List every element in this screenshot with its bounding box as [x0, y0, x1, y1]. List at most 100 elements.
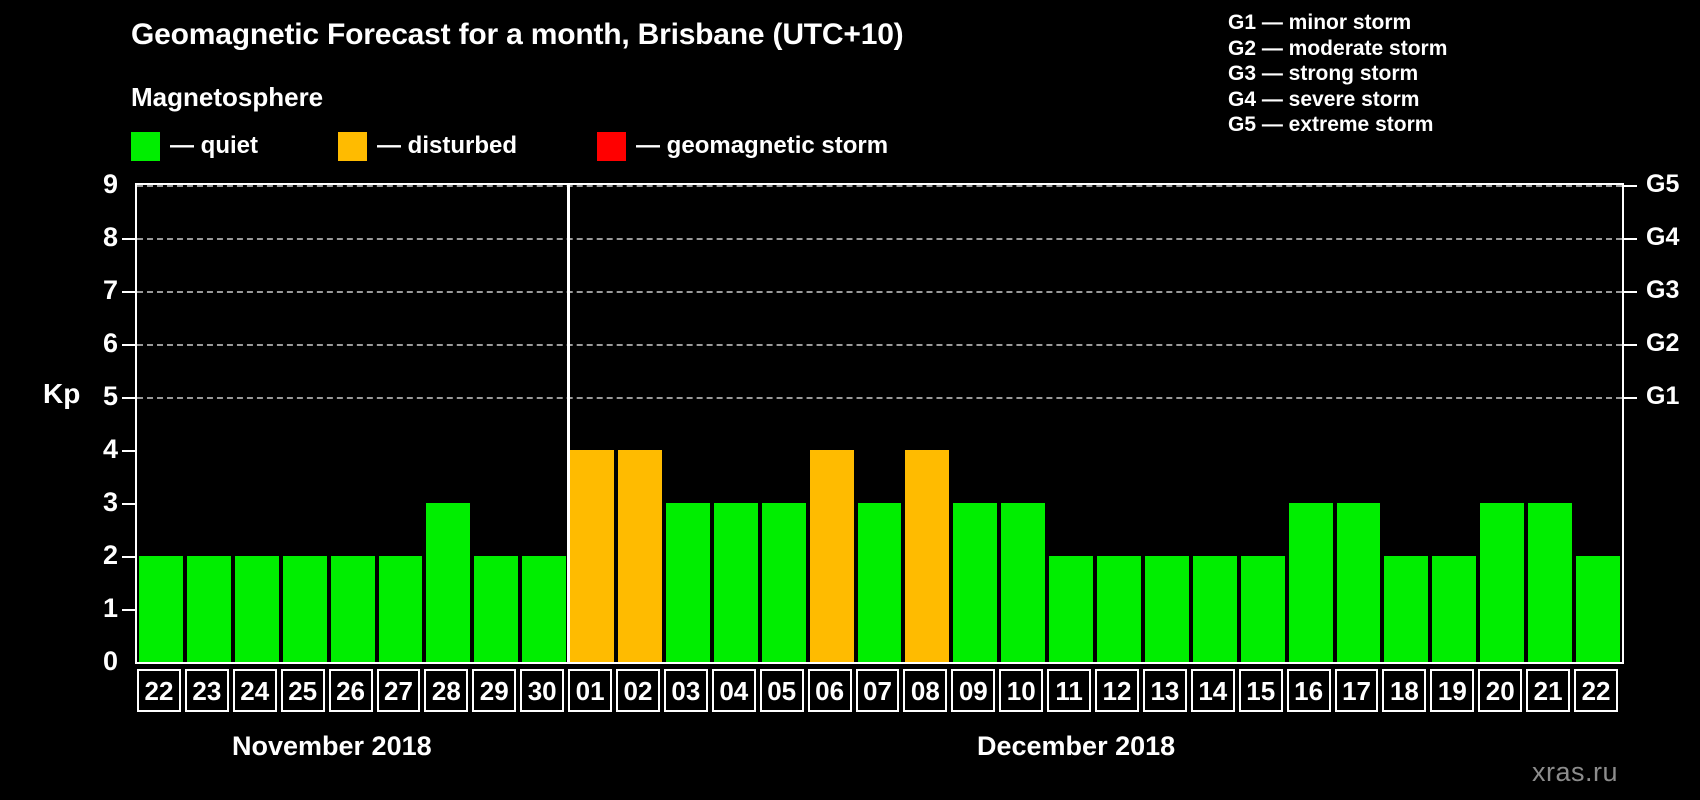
bar-day-18[interactable] — [1384, 556, 1429, 662]
y-tick-label-3: 3 — [102, 487, 118, 517]
bar-day-09[interactable] — [953, 503, 998, 662]
day-label-17[interactable]: 09 — [951, 669, 996, 712]
day-label-2[interactable]: 24 — [232, 669, 277, 712]
g-tick-label-G2: G2 — [1646, 329, 1680, 357]
bar-day-07[interactable] — [857, 503, 902, 662]
legend-swatch-storm-icon — [597, 131, 627, 161]
day-label-4[interactable]: 26 — [328, 669, 373, 712]
day-label-3[interactable]: 25 — [280, 669, 325, 712]
month-caption-1: December 2018 — [977, 731, 1176, 761]
bar-day-03[interactable] — [665, 503, 710, 662]
legend-swatch-quiet-icon — [131, 131, 160, 161]
bar-day-13[interactable] — [1144, 556, 1189, 662]
bar-day-30[interactable] — [522, 556, 567, 662]
bar-day-17[interactable] — [1336, 503, 1381, 662]
y-tick-label-2: 2 — [102, 540, 118, 570]
day-label-29[interactable]: 21 — [1526, 669, 1571, 712]
bar-day-04[interactable] — [713, 503, 758, 662]
y-tick-mark-8 — [122, 238, 135, 240]
day-label-28[interactable]: 20 — [1478, 669, 1523, 712]
y-tick-label-7: 7 — [102, 275, 118, 305]
day-label-15[interactable]: 07 — [855, 669, 900, 712]
g-scale-legend-line-2: G2 — moderate storm — [1228, 36, 1448, 60]
gridline-kp-9 — [137, 185, 1622, 187]
day-label-26[interactable]: 18 — [1382, 669, 1427, 712]
gridline-kp-7 — [137, 291, 1622, 293]
legend-item-disturbed: — disturbed — [338, 131, 518, 161]
bar-day-19[interactable] — [1432, 556, 1477, 662]
bar-day-14[interactable] — [1192, 556, 1237, 662]
g-scale-legend: G1 — minor storm G2 — moderate storm G3 — … — [1228, 10, 1447, 138]
month-divider — [566, 185, 570, 662]
gridline-kp-5 — [137, 397, 1622, 399]
bar-day-22[interactable] — [139, 556, 183, 662]
bar-day-20[interactable] — [1480, 503, 1525, 662]
day-label-23[interactable]: 15 — [1238, 669, 1283, 712]
day-label-9[interactable]: 01 — [568, 669, 613, 712]
legend-label-quiet: — quiet — [170, 132, 258, 159]
bar-day-15[interactable] — [1240, 556, 1285, 662]
month-caption-0: November 2018 — [232, 731, 432, 761]
bar-day-22[interactable] — [1576, 556, 1620, 662]
day-label-24[interactable]: 16 — [1286, 669, 1331, 712]
day-label-22[interactable]: 14 — [1190, 669, 1235, 712]
legend-label-disturbed: — disturbed — [377, 132, 518, 159]
g-tick-label-G4: G4 — [1646, 223, 1680, 251]
bar-day-26[interactable] — [330, 556, 375, 662]
g-tick-label-G3: G3 — [1646, 276, 1680, 304]
bar-day-27[interactable] — [378, 556, 423, 662]
y-tick-label-9: 9 — [102, 169, 118, 199]
bar-day-21[interactable] — [1528, 503, 1573, 662]
day-label-1[interactable]: 23 — [184, 669, 229, 712]
day-label-0[interactable]: 22 — [137, 669, 181, 712]
plot-area — [135, 183, 1624, 664]
day-label-25[interactable]: 17 — [1334, 669, 1379, 712]
bar-day-24[interactable] — [234, 556, 279, 662]
day-label-6[interactable]: 28 — [424, 669, 469, 712]
y-tick-label-0: 0 — [102, 646, 118, 676]
y-tick-label-6: 6 — [102, 328, 118, 358]
y-tick-mark-2 — [122, 556, 135, 558]
bar-day-16[interactable] — [1288, 503, 1333, 662]
day-label-16[interactable]: 08 — [903, 669, 948, 712]
bar-day-05[interactable] — [761, 503, 806, 662]
day-label-5[interactable]: 27 — [376, 669, 421, 712]
bar-day-23[interactable] — [186, 556, 231, 662]
day-label-20[interactable]: 12 — [1095, 669, 1139, 712]
gridline-kp-8 — [137, 238, 1622, 240]
day-label-19[interactable]: 11 — [1047, 669, 1092, 712]
day-label-8[interactable]: 30 — [520, 669, 565, 712]
bar-day-02[interactable] — [618, 450, 662, 662]
day-label-10[interactable]: 02 — [616, 669, 660, 712]
bar-day-01[interactable] — [570, 450, 615, 662]
legend-heading: Magnetosphere — [131, 82, 324, 112]
bar-day-11[interactable] — [1049, 556, 1094, 662]
y-tick-mark-5 — [122, 397, 135, 399]
legend-swatch-disturbed-icon — [338, 131, 367, 161]
day-label-18[interactable]: 10 — [999, 669, 1044, 712]
bar-day-12[interactable] — [1097, 556, 1141, 662]
bar-day-06[interactable] — [809, 450, 854, 662]
y-tick-mark-3 — [122, 503, 135, 505]
day-label-30[interactable]: 22 — [1574, 669, 1618, 712]
bar-day-29[interactable] — [474, 556, 519, 662]
day-label-7[interactable]: 29 — [472, 669, 517, 712]
day-label-21[interactable]: 13 — [1142, 669, 1187, 712]
y-tick-label-1: 1 — [102, 593, 118, 623]
day-label-12[interactable]: 04 — [711, 669, 756, 712]
day-label-14[interactable]: 06 — [807, 669, 852, 712]
g-tick-mark-G2 — [1624, 344, 1637, 346]
y-tick-mark-1 — [122, 609, 135, 611]
day-label-27[interactable]: 19 — [1430, 669, 1475, 712]
day-label-11[interactable]: 03 — [663, 669, 708, 712]
bar-day-10[interactable] — [1001, 503, 1046, 662]
g-scale-legend-line-5: G5 — extreme storm — [1228, 113, 1434, 136]
day-label-13[interactable]: 05 — [759, 669, 804, 712]
bar-day-25[interactable] — [282, 556, 327, 662]
bar-day-08[interactable] — [905, 450, 950, 662]
y-tick-mark-7 — [122, 291, 135, 293]
bar-day-28[interactable] — [426, 503, 471, 662]
gridline-kp-6 — [137, 344, 1622, 346]
legend: — quiet — disturbed — geomagnetic storm — [131, 131, 888, 161]
g-tick-mark-G1 — [1624, 397, 1637, 399]
